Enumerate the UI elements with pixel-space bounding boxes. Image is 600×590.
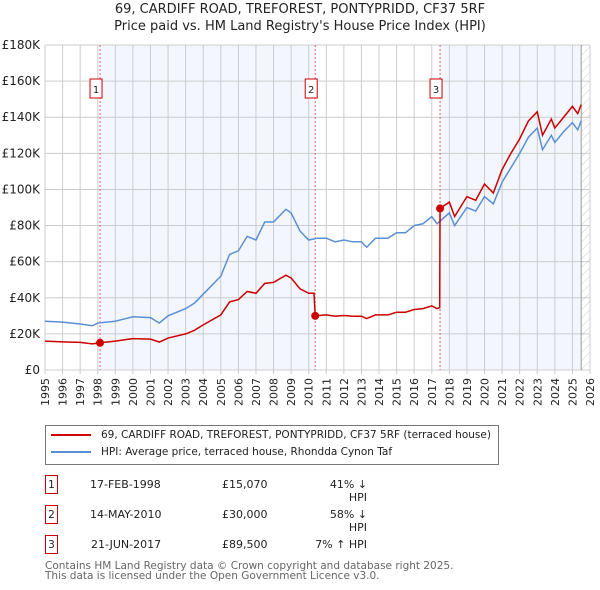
x-tick-label: 2010 (303, 378, 316, 406)
footer-line-2: This data is licensed under the Open Gov… (45, 570, 380, 582)
x-tick-label: 2003 (180, 378, 193, 406)
sale-row: 2 14-MAY-2010 £30,000 58% ↓ HPI (45, 505, 445, 534)
x-tick-label: 1997 (74, 378, 87, 406)
sale-date: 14-MAY-2010 (90, 508, 162, 521)
sale-label-frame (304, 78, 318, 99)
sale-date: 21-JUN-2017 (91, 538, 162, 551)
sale-point (96, 338, 105, 347)
sale-hpi: 58% ↓ HPI (329, 508, 367, 534)
sale-price: £15,070 (222, 478, 268, 491)
y-tick-label: £40K (9, 291, 41, 305)
y-tick-label: £180K (2, 38, 42, 52)
x-tick-label: 2008 (268, 378, 281, 406)
x-tick-label: 1996 (57, 378, 70, 406)
legend-item-property: 69, CARDIFF ROAD, TREFOREST, PONTYPRIDD,… (51, 429, 491, 441)
sale-price: £89,500 (222, 538, 268, 551)
x-tick-label: 2016 (408, 378, 421, 406)
sale-label-box: 1 (89, 78, 103, 99)
y-tick-label: £100K (2, 182, 42, 196)
x-tick-label: 2004 (197, 378, 210, 406)
x-tick-label: 2001 (144, 378, 157, 406)
legend-label: 69, CARDIFF ROAD, TREFOREST, PONTYPRIDD,… (101, 429, 491, 441)
legend: 69, CARDIFF ROAD, TREFOREST, PONTYPRIDD,… (45, 425, 499, 465)
legend-item-hpi: HPI: Average price, terraced house, Rhon… (51, 446, 392, 458)
sale-label-number: 1 (93, 85, 99, 96)
x-tick-label: 1998 (92, 378, 105, 406)
x-tick-label: 2015 (391, 378, 404, 406)
x-tick-label: 2012 (338, 378, 351, 406)
x-tick-label: 2025 (566, 378, 579, 406)
y-tick-label: £80K (9, 219, 41, 233)
footer-line-1: Contains HM Land Registry data © Crown c… (45, 560, 454, 572)
y-tick-label: £60K (9, 255, 41, 269)
x-tick-label: 2024 (549, 378, 562, 406)
y-tick-label: £160K (2, 74, 42, 88)
x-tick-label: 1999 (109, 378, 122, 406)
sale-label-number: 2 (308, 85, 314, 96)
x-tick-label: 2002 (162, 378, 175, 406)
series-line-hpi (44, 120, 582, 327)
sale-row: 1 17-FEB-1998 £15,070 41% ↓ HPI (45, 475, 445, 504)
x-tick-label: 2017 (426, 378, 439, 406)
sale-label-frame (429, 78, 443, 99)
x-tick-label: 2022 (514, 378, 527, 406)
ownership-band (100, 45, 316, 370)
x-tick-label: 2000 (127, 378, 140, 406)
x-tick-label: 2019 (461, 378, 474, 406)
footer: Contains HM Land Registry data © Crown c… (45, 560, 454, 582)
x-tick-label: 2006 (232, 378, 245, 406)
x-tick-label: 2023 (531, 378, 544, 406)
chart-subtitle: Price paid vs. HM Land Registry's House … (114, 19, 486, 34)
x-tick-label: 2009 (285, 378, 298, 406)
y-tick-label: £120K (2, 146, 42, 160)
legend-label: HPI: Average price, terraced house, Rhon… (101, 446, 393, 458)
x-tick-label: 2011 (320, 378, 333, 406)
y-tick-label: £140K (2, 110, 42, 124)
x-tick-label: 2020 (479, 378, 492, 406)
sale-label-number: 3 (433, 85, 439, 96)
x-tick-label: 2018 (443, 378, 456, 406)
x-tick-label: 2007 (250, 378, 263, 406)
sale-number: 1 (45, 475, 58, 494)
legend-swatch-property (51, 434, 91, 436)
x-tick-label: 1995 (39, 378, 52, 406)
x-tick-label: 2013 (355, 378, 368, 406)
x-tick-label: 2014 (373, 378, 386, 406)
price-chart: 1995 1996 1997 1998 1999 2000 2001 2002 2003 2004… (2, 38, 597, 406)
sale-label-box: 3 (429, 78, 443, 99)
sale-point (436, 204, 445, 213)
x-tick-label: 2005 (215, 378, 228, 406)
sale-number: 2 (45, 505, 58, 524)
sale-hpi: 7% ↑ HPI (315, 538, 367, 551)
chart-title: 69, CARDIFF ROAD, TREFOREST, PONTYPRIDD,… (114, 2, 486, 17)
x-tick-label: 2021 (496, 378, 509, 406)
y-tick-label: £0 (25, 363, 40, 377)
forecast-hatch (581, 45, 590, 370)
sale-hpi: 41% ↓ HPI (329, 478, 367, 504)
sale-date: 17-FEB-1998 (90, 478, 161, 491)
sale-price: £30,000 (222, 508, 268, 521)
sale-point (311, 311, 320, 320)
y-tick-label: £20K (9, 327, 41, 341)
x-tick-label: 2026 (584, 378, 597, 406)
sale-label-frame (89, 78, 103, 99)
legend-swatch-hpi (51, 451, 91, 453)
ownership-band (440, 45, 582, 370)
series-line-property (44, 104, 582, 345)
sale-row: 3 21-JUN-2017 £89,500 7% ↑ HPI (45, 535, 445, 555)
sale-number: 3 (45, 535, 58, 554)
sale-label-box: 2 (304, 78, 318, 99)
